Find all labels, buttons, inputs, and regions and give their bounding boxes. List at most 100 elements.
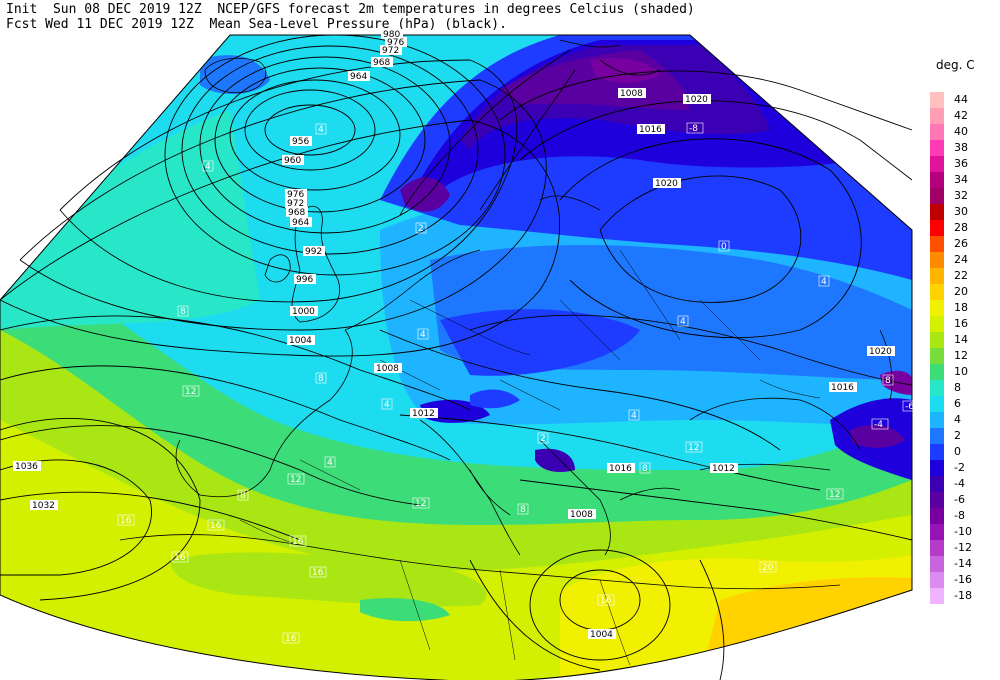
legend-swatch — [930, 156, 944, 172]
temperature-label-box — [412, 497, 430, 509]
header-init-line: Init Sun 08 DEC 2019 12Z NCEP/GFS foreca… — [6, 2, 695, 17]
temperature-label: 16 — [285, 634, 297, 644]
isobar-label: 1020 — [655, 179, 678, 189]
isobar-label: 1016 — [609, 464, 632, 474]
legend-swatch — [930, 220, 944, 236]
temperature-label-box — [324, 456, 336, 468]
legend-label: 18 — [954, 301, 968, 314]
temperature-label-box — [309, 566, 327, 578]
legend-label: -8 — [954, 509, 965, 522]
temperature-label-box — [315, 372, 327, 384]
legend-label: 36 — [954, 157, 968, 170]
legend-swatch — [930, 540, 944, 556]
legend-swatch — [930, 284, 944, 300]
legend-swatch — [930, 508, 944, 524]
isobar-label-bg — [637, 124, 665, 134]
temperature-label: 4 — [327, 458, 333, 468]
temperature-label-box — [182, 385, 200, 397]
isobar-label-bg — [290, 306, 318, 316]
legend-swatch — [930, 588, 944, 604]
legend-level: 6 — [930, 396, 990, 412]
isobar-label-bg — [380, 45, 402, 55]
legend-swatch — [930, 412, 944, 428]
isobar-label-bg — [285, 189, 307, 199]
isobar-label: 1016 — [831, 383, 854, 393]
temperature-label: 16 — [210, 521, 222, 531]
temperature-label: 8 — [885, 376, 891, 386]
temperature-label: 20 — [762, 563, 774, 573]
legend-label: 40 — [954, 125, 968, 138]
temperature-label: 16 — [312, 568, 324, 578]
legend-swatch — [930, 380, 944, 396]
temperature-label-box — [826, 488, 844, 500]
legend-label: 0 — [954, 445, 961, 458]
legend-label: 30 — [954, 205, 968, 218]
temperature-label: -4 — [874, 420, 883, 430]
isobar-label: 1016 — [639, 125, 662, 135]
isobar-label: 968 — [373, 58, 390, 68]
legend-level: 42 — [930, 108, 990, 124]
legend-level: 32 — [930, 188, 990, 204]
legend-level: 0 — [930, 444, 990, 460]
legend-label: 44 — [954, 93, 968, 106]
legend-swatch — [930, 268, 944, 284]
legend-level: 10 — [930, 364, 990, 380]
temperature-label-box — [237, 489, 249, 501]
temperature-label-box — [818, 275, 830, 287]
temperature-label-box — [171, 551, 189, 563]
isobar-label: 1008 — [570, 510, 593, 520]
legend-swatch — [930, 124, 944, 140]
temperature-label-box — [685, 441, 703, 453]
isobar-label-bg — [290, 136, 312, 146]
isobar-label: 976 — [387, 38, 404, 48]
legend-label: -12 — [954, 541, 972, 554]
legend-swatch — [930, 300, 944, 316]
isobar-label: 1032 — [32, 501, 55, 511]
isobar-label-bg — [290, 217, 312, 227]
legend-label: 8 — [954, 381, 961, 394]
legend-level: 22 — [930, 268, 990, 284]
legend-swatch — [930, 428, 944, 444]
legend-swatch — [930, 364, 944, 380]
legend-level: -4 — [930, 476, 990, 492]
legend-swatch — [930, 460, 944, 476]
isobar-label-bg — [285, 198, 307, 208]
legend-level: -18 — [930, 588, 990, 604]
legend-label: 12 — [954, 349, 968, 362]
legend-swatch — [930, 140, 944, 156]
legend-level: 8 — [930, 380, 990, 396]
legend-title: deg. C — [936, 58, 975, 72]
legend-label: 14 — [954, 333, 968, 346]
isobar-label-bg — [13, 461, 41, 471]
temperature-label: 16 — [120, 516, 132, 526]
temperature-label: 12 — [829, 490, 840, 500]
isobar-label-bg — [294, 274, 316, 284]
legend-swatch — [930, 572, 944, 588]
isobar-labels: 9809769729689649609569769729689649929961… — [13, 29, 895, 640]
legend-swatch — [930, 348, 944, 364]
isobar-label-bg — [710, 463, 738, 473]
temperature-label-box — [871, 418, 889, 430]
legend-level: 26 — [930, 236, 990, 252]
temperature-label: 12 — [290, 475, 301, 485]
legend-level: 40 — [930, 124, 990, 140]
isobar-label-bg — [568, 509, 596, 519]
legend-label: -4 — [954, 477, 965, 490]
legend-level: -14 — [930, 556, 990, 572]
isobar-label-bg — [286, 207, 308, 217]
legend-level: 44 — [930, 92, 990, 108]
temperature-label: 4 — [631, 411, 637, 421]
isobar-label: 964 — [292, 218, 309, 228]
isobar-label: 968 — [288, 208, 305, 218]
legend-level: 24 — [930, 252, 990, 268]
temperature-label: 0 — [721, 242, 727, 252]
legend-level: 20 — [930, 284, 990, 300]
legend-label: 38 — [954, 141, 968, 154]
temperature-label: 16 — [600, 596, 612, 606]
temperature-label: -6 — [905, 402, 914, 412]
legend-swatch — [930, 188, 944, 204]
temperature-label: 12 — [688, 443, 699, 453]
legend-label: 4 — [954, 413, 961, 426]
isobar-label: 956 — [292, 137, 309, 147]
